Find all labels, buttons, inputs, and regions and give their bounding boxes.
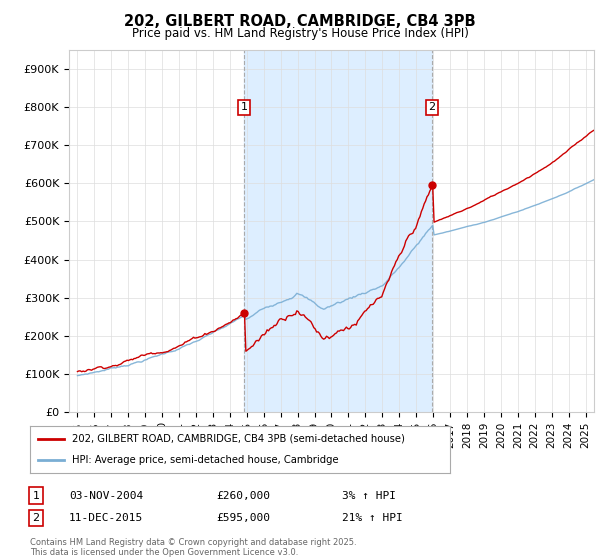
Text: 2: 2 — [32, 513, 40, 523]
Text: 202, GILBERT ROAD, CAMBRIDGE, CB4 3PB (semi-detached house): 202, GILBERT ROAD, CAMBRIDGE, CB4 3PB (s… — [72, 434, 405, 444]
Text: HPI: Average price, semi-detached house, Cambridge: HPI: Average price, semi-detached house,… — [72, 455, 338, 465]
Text: Contains HM Land Registry data © Crown copyright and database right 2025.
This d: Contains HM Land Registry data © Crown c… — [30, 538, 356, 557]
Text: 21% ↑ HPI: 21% ↑ HPI — [342, 513, 403, 523]
Text: 3% ↑ HPI: 3% ↑ HPI — [342, 491, 396, 501]
Text: £260,000: £260,000 — [216, 491, 270, 501]
Text: 11-DEC-2015: 11-DEC-2015 — [69, 513, 143, 523]
Text: £595,000: £595,000 — [216, 513, 270, 523]
Text: 202, GILBERT ROAD, CAMBRIDGE, CB4 3PB: 202, GILBERT ROAD, CAMBRIDGE, CB4 3PB — [124, 14, 476, 29]
Bar — [244, 50, 432, 412]
Text: 03-NOV-2004: 03-NOV-2004 — [69, 491, 143, 501]
Text: 1: 1 — [32, 491, 40, 501]
Text: 2: 2 — [428, 102, 436, 113]
Text: 1: 1 — [241, 102, 248, 113]
Text: Price paid vs. HM Land Registry's House Price Index (HPI): Price paid vs. HM Land Registry's House … — [131, 27, 469, 40]
